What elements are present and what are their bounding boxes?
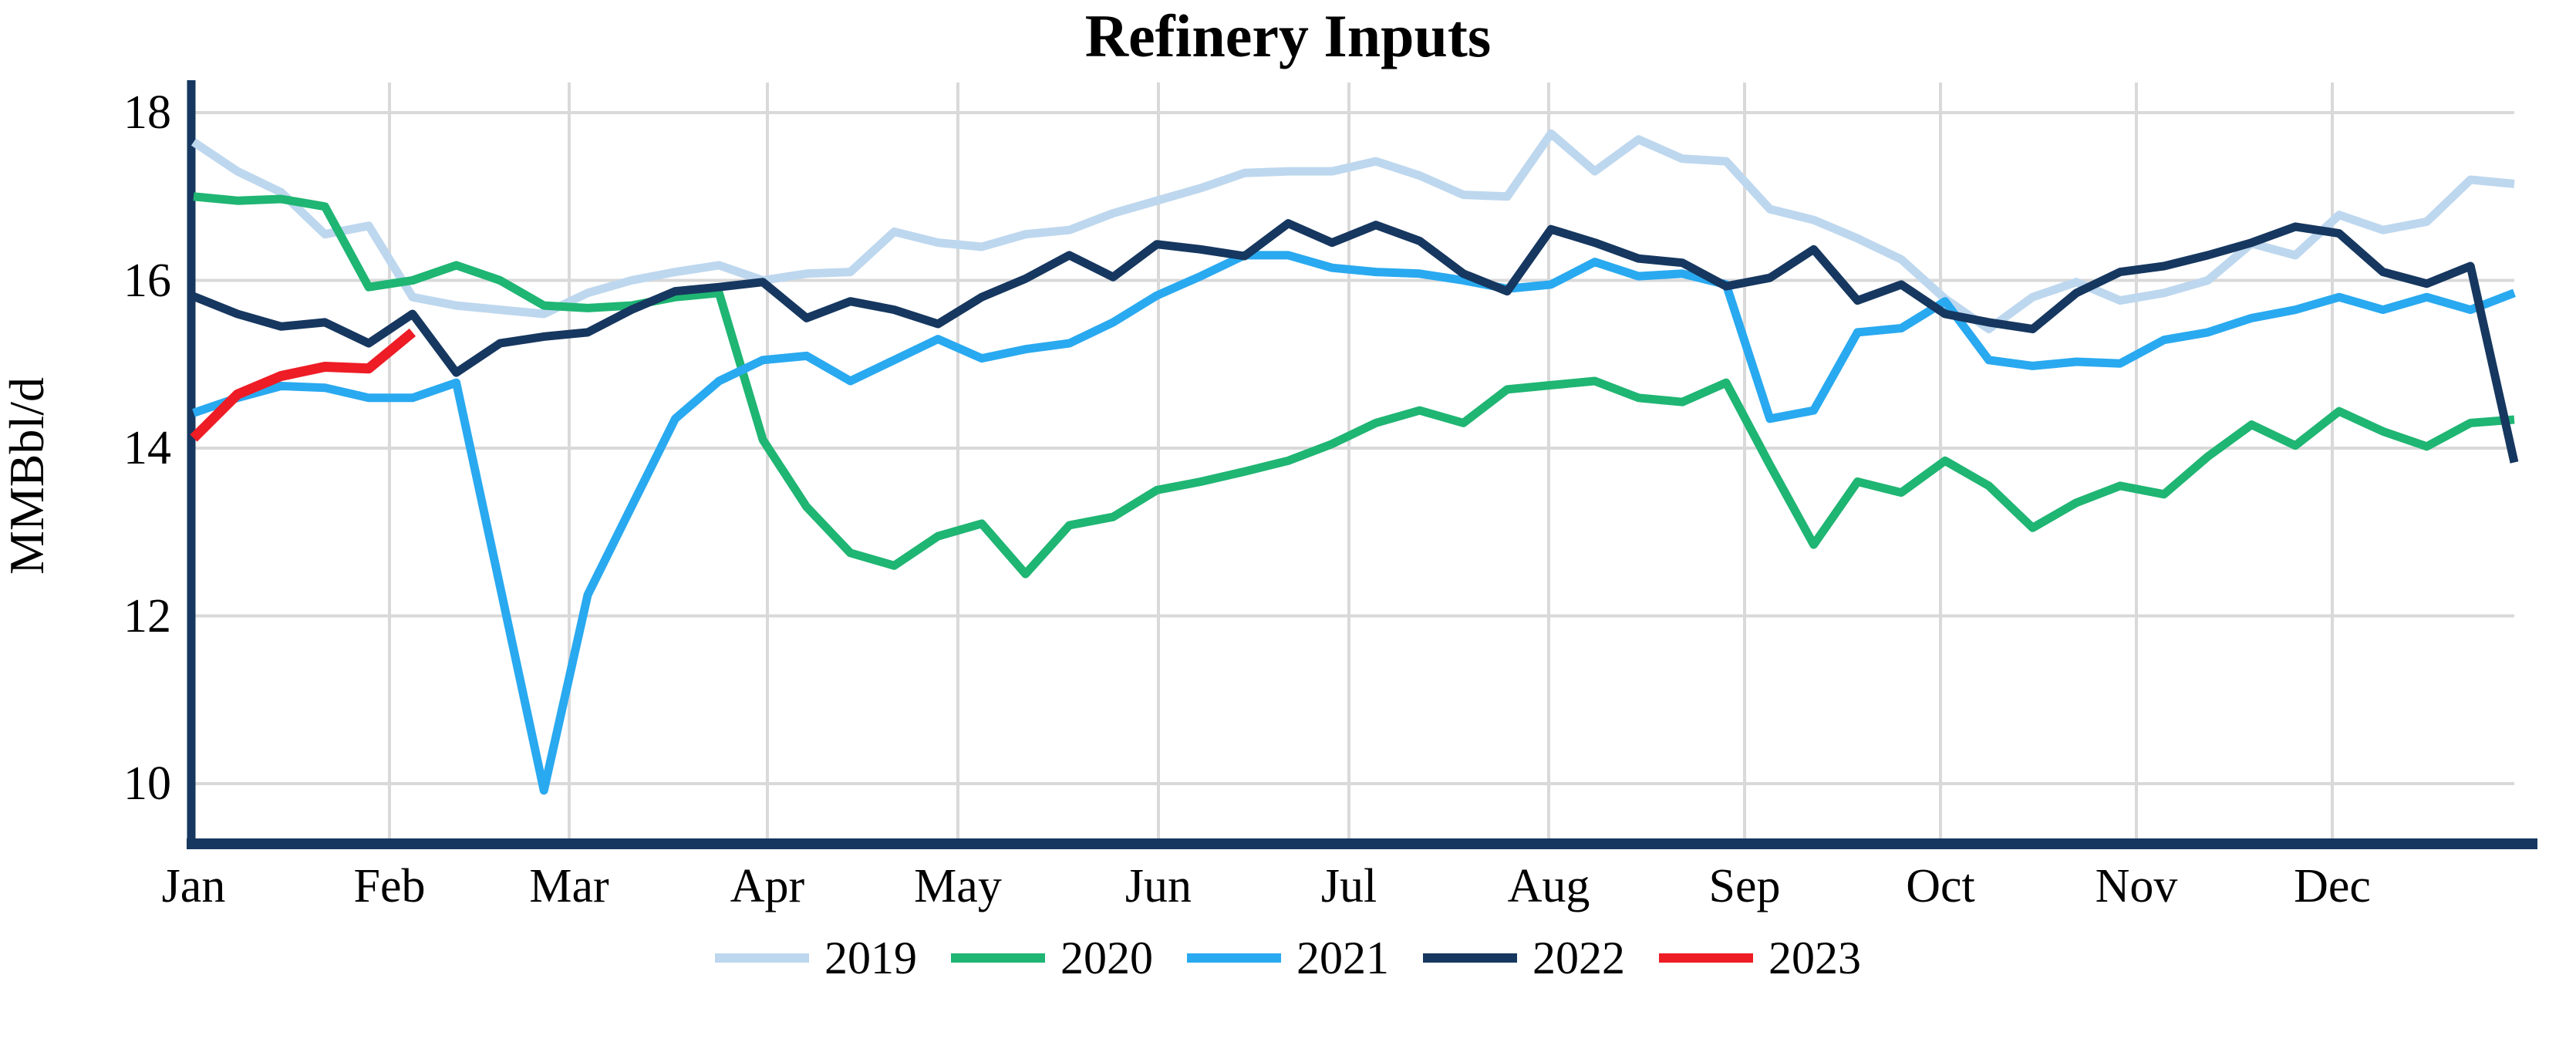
legend-item-2020: 2020 <box>951 933 1153 983</box>
y-tick-label-10: 10 <box>123 757 171 810</box>
horizontal-gridlines <box>195 111 2514 785</box>
legend-label-2022: 2022 <box>1532 933 1625 983</box>
chart-title: Refinery Inputs <box>1084 2 1492 69</box>
x-tick-label-Mar: Mar <box>529 860 609 912</box>
x-tick-label-Oct: Oct <box>1906 860 1975 912</box>
x-tick-label-May: May <box>914 860 1002 912</box>
x-tick-label-Jul: Jul <box>1320 860 1377 912</box>
x-tick-label-Aug: Aug <box>1507 860 1590 912</box>
y-tick-label-16: 16 <box>123 254 171 307</box>
axis-spines <box>187 80 2537 849</box>
series-line-2023 <box>190 328 416 442</box>
series-lines <box>190 129 2519 795</box>
y-tick-label-12: 12 <box>123 589 171 643</box>
legend-label-2019: 2019 <box>824 933 917 983</box>
series-line-2021 <box>192 251 2516 795</box>
series-line-2022 <box>191 219 2519 464</box>
legend-swatch-2020 <box>951 953 1045 963</box>
legend-label-2020: 2020 <box>1060 933 1153 983</box>
y-tick-label-18: 18 <box>123 86 171 139</box>
legend-swatch-2019 <box>715 953 809 963</box>
vertical-gridlines <box>192 83 2334 838</box>
chart-legend: 2019 2020 2021 2022 2023 <box>0 933 2576 983</box>
legend-swatch-2022 <box>1423 953 1517 963</box>
x-tick-label-Jan: Jan <box>161 860 226 912</box>
x-tick-label-Nov: Nov <box>2095 860 2178 912</box>
x-tick-label-Apr: Apr <box>730 860 805 912</box>
series-line-2020 <box>193 192 2515 578</box>
legend-item-2022: 2022 <box>1423 933 1625 983</box>
x-tick-label-Feb: Feb <box>353 860 426 912</box>
x-tick-label-Dec: Dec <box>2294 860 2371 912</box>
legend-swatch-2023 <box>1659 953 1753 963</box>
x-tick-label-Jun: Jun <box>1124 860 1192 912</box>
y-tick-label-14: 14 <box>123 422 171 474</box>
series-line-2019 <box>191 129 2515 334</box>
legend-item-2021: 2021 <box>1187 933 1389 983</box>
legend-label-2023: 2023 <box>1768 933 1861 983</box>
legend-swatch-2021 <box>1187 953 1281 963</box>
legend-item-2019: 2019 <box>715 933 917 983</box>
legend-item-2023: 2023 <box>1659 933 1861 983</box>
x-tick-label-Sep: Sep <box>1708 860 1781 912</box>
legend-label-2021: 2021 <box>1296 933 1389 983</box>
